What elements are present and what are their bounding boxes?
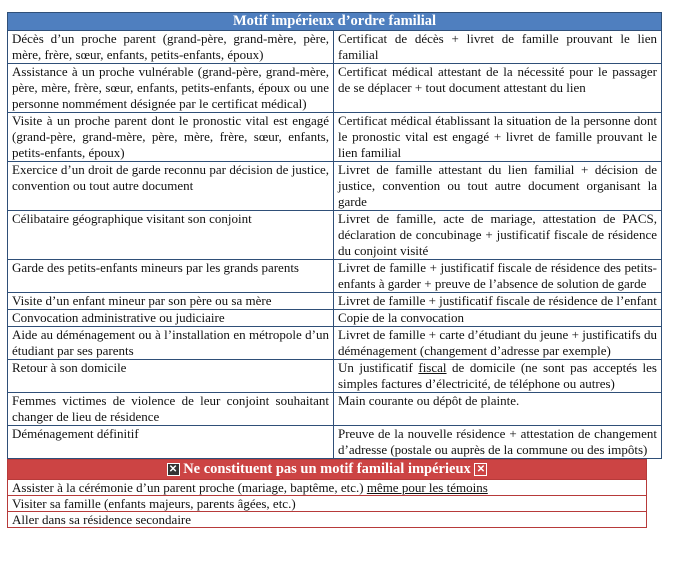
documents-text: Livret de famille attestant du lien fami…: [338, 162, 657, 209]
documents-text: Livret de famille + justificatif fiscale…: [338, 260, 657, 291]
table-row: Garde des petits-enfants mineurs par les…: [7, 259, 662, 293]
documents-text: Preuve de la nouvelle résidence + attest…: [338, 426, 657, 457]
motif-cell: Visite d’un enfant mineur par son père o…: [7, 292, 334, 310]
motif-cell: Visite à un proche parent dont le pronos…: [7, 112, 334, 162]
documents-cell: Livret de famille + justificatif fiscale…: [333, 259, 662, 293]
motif-cell: Exercice d’un droit de garde reconnu par…: [7, 161, 334, 211]
documents-cell: Un justificatif fiscal de domicile (ne s…: [333, 359, 662, 393]
motif-cell: Aide au déménagement ou à l’installation…: [7, 326, 334, 360]
table-row: Visite à un proche parent dont le pronos…: [7, 112, 662, 162]
non-motif-cell: Aller dans sa résidence secondaire: [7, 511, 647, 528]
documents-text: Certificat de décès + livret de famille …: [338, 31, 657, 62]
motif-cell: Assistance à un proche vulnérable (grand…: [7, 63, 334, 113]
familial-table-title: Motif impérieux d’ordre familial: [7, 12, 662, 31]
table-row: Visite d’un enfant mineur par son père o…: [7, 292, 662, 310]
table-row: Décès d’un proche parent (grand-père, gr…: [7, 30, 662, 64]
table-row: Exercice d’un droit de garde reconnu par…: [7, 161, 662, 211]
documents-cell: Main courante ou dépôt de plainte.: [333, 392, 662, 426]
documents-text: Un justificatif: [338, 360, 419, 375]
table-row: Retour à son domicile Un justificatif fi…: [7, 359, 662, 393]
documents-text: Copie de la convocation: [338, 310, 464, 325]
documents-text-after: de domicile (ne sont pas acceptés les si…: [338, 360, 657, 391]
documents-text: Certificat médical établissant la situat…: [338, 113, 657, 160]
table-row: Assistance à un proche vulnérable (grand…: [7, 63, 662, 113]
documents-text: Livret de famille + justificatif fiscale…: [338, 293, 657, 308]
documents-cell: Copie de la convocation: [333, 309, 662, 327]
non-motif-text: Assister à la cérémonie d’un parent proc…: [12, 480, 367, 495]
non-familial-table-title: ✕ Ne constituent pas un motif familial i…: [7, 459, 647, 480]
motif-cell: Femmes victimes de violence de leur conj…: [7, 392, 334, 426]
motif-cell: Garde des petits-enfants mineurs par les…: [7, 259, 334, 293]
table-row: Aide au déménagement ou à l’installation…: [7, 326, 662, 360]
table-row: Visiter sa famille (enfants majeurs, par…: [7, 495, 647, 512]
documents-cell: Certificat de décès + livret de famille …: [333, 30, 662, 64]
motif-cell: Déménagement définitif: [7, 425, 334, 459]
documents-text: Certificat médical attestant de la néces…: [338, 64, 657, 95]
x-box-icon: ✕: [166, 463, 180, 476]
documents-cell: Livret de famille attestant du lien fami…: [333, 161, 662, 211]
non-motif-text: Aller dans sa résidence secondaire: [12, 512, 192, 527]
motif-cell: Retour à son domicile: [7, 359, 334, 393]
non-familial-title-text: Ne constituent pas un motif familial imp…: [183, 461, 471, 477]
documents-cell: Certificat médical établissant la situat…: [333, 112, 662, 162]
documents-text: Livret de famille + carte d’étudiant du …: [338, 327, 657, 358]
table-row: Convocation administrative ou judiciaire…: [7, 309, 662, 327]
table-row: Déménagement définitif Preuve de la nouv…: [7, 425, 662, 459]
documents-cell: Livret de famille + carte d’étudiant du …: [333, 326, 662, 360]
documents-text: Main courante ou dépôt de plainte.: [338, 393, 520, 408]
documents-text: Livret de famille, acte de mariage, atte…: [338, 211, 657, 258]
non-motif-underlined: même pour les témoins: [366, 480, 488, 495]
familial-motives-table: Motif impérieux d’ordre familial Décès d…: [7, 12, 662, 459]
non-motif-cell: Assister à la cérémonie d’un parent proc…: [7, 479, 647, 496]
documents-underlined: fiscal: [418, 360, 447, 375]
non-motif-text: Visiter sa famille (enfants majeurs, par…: [12, 496, 296, 511]
x-box-icon: ✕: [474, 463, 488, 476]
table-row: Aller dans sa résidence secondaire: [7, 511, 647, 528]
non-motif-cell: Visiter sa famille (enfants majeurs, par…: [7, 495, 647, 512]
table-row: Assister à la cérémonie d’un parent proc…: [7, 479, 647, 496]
documents-cell: Certificat médical attestant de la néces…: [333, 63, 662, 113]
motif-cell: Décès d’un proche parent (grand-père, gr…: [7, 30, 334, 64]
motif-cell: Célibataire géographique visitant son co…: [7, 210, 334, 260]
documents-cell: Preuve de la nouvelle résidence + attest…: [333, 425, 662, 459]
document: Motif impérieux d’ordre familial Décès d…: [7, 12, 662, 528]
table-row: Célibataire géographique visitant son co…: [7, 210, 662, 260]
documents-cell: Livret de famille + justificatif fiscale…: [333, 292, 662, 310]
motif-cell: Convocation administrative ou judiciaire: [7, 309, 334, 327]
non-familial-table: ✕ Ne constituent pas un motif familial i…: [7, 459, 647, 528]
table-row: Femmes victimes de violence de leur conj…: [7, 392, 662, 426]
documents-cell: Livret de famille, acte de mariage, atte…: [333, 210, 662, 260]
